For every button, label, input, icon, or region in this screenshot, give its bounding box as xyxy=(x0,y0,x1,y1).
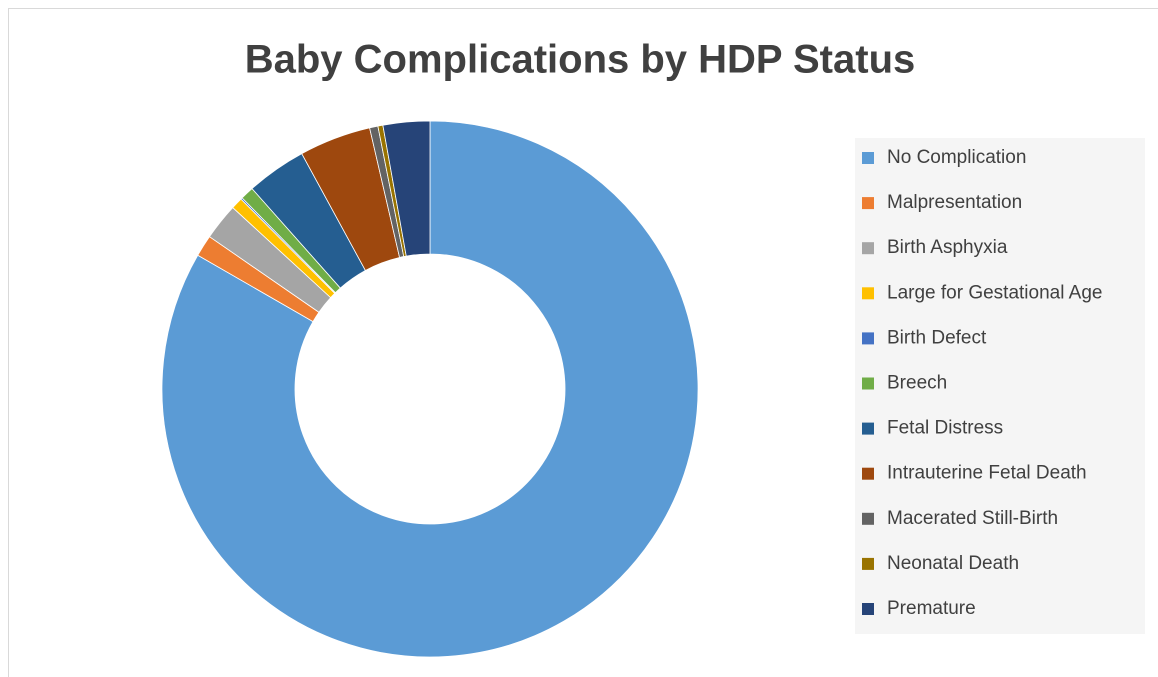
legend-swatch xyxy=(862,152,874,164)
donut-slice xyxy=(161,120,699,658)
legend-label: Premature xyxy=(887,598,976,619)
legend-box xyxy=(855,138,1145,634)
legend-swatch xyxy=(862,242,874,255)
legend-label: Neonatal Death xyxy=(887,553,1019,574)
legend-label: Macerated Still-Birth xyxy=(887,508,1058,529)
legend-swatch xyxy=(862,467,874,480)
chart-title: Baby Complications by HDP Status xyxy=(245,38,916,82)
donut-slice xyxy=(382,120,431,257)
legend-label: Breech xyxy=(887,373,947,394)
legend-label: Fetal Distress xyxy=(887,418,1003,439)
legend-label: Intrauterine Fetal Death xyxy=(887,463,1087,484)
legend-swatch xyxy=(862,603,874,615)
legend-swatch xyxy=(862,287,874,300)
legend-swatch xyxy=(862,377,874,390)
legend-swatch xyxy=(862,197,874,210)
legend-label: Birth Defect xyxy=(887,327,987,348)
legend-swatch xyxy=(862,422,874,435)
legend-swatch xyxy=(862,557,874,570)
legend-swatch xyxy=(862,332,874,345)
legend-label: Birth Asphyxia xyxy=(887,237,1008,258)
legend-swatch xyxy=(862,512,874,525)
legend-label: Malpresentation xyxy=(887,192,1022,213)
legend-label: Large for Gestational Age xyxy=(887,282,1102,303)
legend-label: No Complication xyxy=(887,147,1026,168)
